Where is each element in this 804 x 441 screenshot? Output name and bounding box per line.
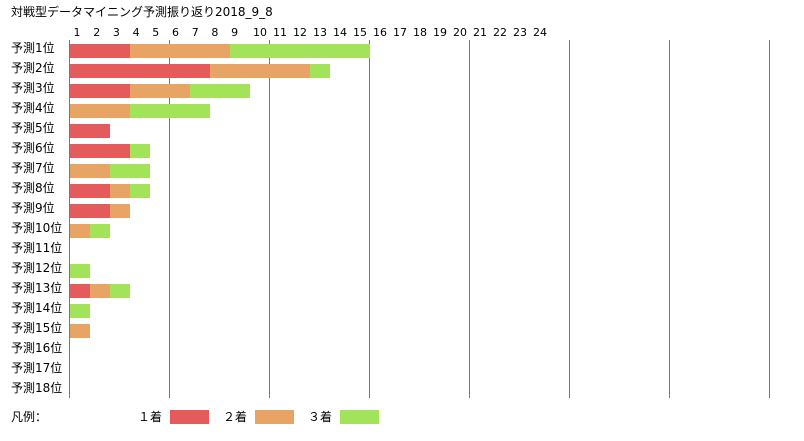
category-label: 予測11位 xyxy=(11,240,62,255)
bar-segment xyxy=(230,44,370,58)
legend-entry-label: ２着 xyxy=(223,409,247,424)
x-tick-label: 5 xyxy=(152,26,159,39)
category-label: 予測5位 xyxy=(11,120,55,135)
x-tick-label: 22 xyxy=(493,26,507,39)
x-tick-labels: 1 2 3 4 5 6 7 8 9 10 11 12 13 14 15 16 17 18 19 20 21 22 23 24 xyxy=(74,26,548,39)
chart-title: 対戦型データマイニング予測振り返り2018_9_8 xyxy=(11,4,273,19)
bar-segment xyxy=(70,204,110,218)
x-tick-label: 7 xyxy=(192,26,199,39)
x-tick-label: 8 xyxy=(211,26,218,39)
category-label: 予測16位 xyxy=(11,340,62,355)
legend-entry-label: ３着 xyxy=(308,409,332,424)
category-label: 予測9位 xyxy=(11,200,55,215)
bar-segment xyxy=(130,44,230,58)
legend: 凡例： １着 ２着 ３着 xyxy=(11,409,379,424)
bar-segment xyxy=(70,64,210,78)
x-tick-label: 18 xyxy=(413,26,427,39)
x-tick-label: 1 xyxy=(74,26,81,39)
bar-segment xyxy=(70,264,90,278)
bar-segment xyxy=(210,64,310,78)
category-label: 予測7位 xyxy=(11,160,55,175)
bar-segment xyxy=(130,104,210,118)
bar-segment xyxy=(70,224,90,238)
category-label: 予測3位 xyxy=(11,80,55,95)
x-tick-label: 3 xyxy=(113,26,120,39)
bar-segment xyxy=(70,304,90,318)
x-tick-label: 4 xyxy=(133,26,140,39)
bar-segment xyxy=(70,124,110,138)
bar-segment xyxy=(70,104,130,118)
bar-segment xyxy=(70,144,130,158)
x-tick-label: 19 xyxy=(433,26,447,39)
category-label: 予測2位 xyxy=(11,60,55,75)
bars xyxy=(70,44,370,338)
x-tick-label: 9 xyxy=(231,26,238,39)
grid-lines xyxy=(69,40,770,398)
bar-segment xyxy=(130,84,190,98)
x-tick-label: 20 xyxy=(453,26,467,39)
bar-segment xyxy=(310,64,330,78)
category-label: 予測18位 xyxy=(11,380,62,395)
x-tick-label: 21 xyxy=(473,26,487,39)
x-tick-label: 17 xyxy=(393,26,407,39)
category-labels: 予測1位予測2位予測3位予測4位予測5位予測6位予測7位予測8位予測9位予測10… xyxy=(11,40,62,395)
category-label: 予測14位 xyxy=(11,300,62,315)
x-tick-label: 16 xyxy=(373,26,387,39)
bar-segment xyxy=(110,164,150,178)
category-label: 予測1位 xyxy=(11,40,55,55)
legend-label: 凡例： xyxy=(11,410,47,424)
category-label: 予測12位 xyxy=(11,260,62,275)
bar-segment xyxy=(190,84,250,98)
x-tick-label: 24 xyxy=(533,26,547,39)
bar-segment xyxy=(70,284,90,298)
bar-segment xyxy=(110,184,130,198)
x-tick-label: 13 xyxy=(313,26,327,39)
x-tick-label: 23 xyxy=(513,26,527,39)
bar-segment xyxy=(70,84,130,98)
x-tick-label: 11 xyxy=(273,26,287,39)
bar-segment xyxy=(110,284,130,298)
bar-segment xyxy=(70,324,90,338)
bar-segment xyxy=(70,184,110,198)
x-tick-label: 12 xyxy=(293,26,307,39)
category-label: 予測13位 xyxy=(11,280,62,295)
bar-segment xyxy=(90,224,110,238)
category-label: 予測4位 xyxy=(11,100,55,115)
legend-entry-label: １着 xyxy=(138,409,162,424)
category-label: 予測17位 xyxy=(11,360,62,375)
bar-segment xyxy=(130,144,150,158)
x-tick-label: 6 xyxy=(172,26,179,39)
bar-segment xyxy=(70,164,110,178)
legend-swatch xyxy=(340,410,379,424)
x-tick-label: 15 xyxy=(353,26,367,39)
x-tick-label: 2 xyxy=(93,26,100,39)
category-label: 予測6位 xyxy=(11,140,55,155)
bar-segment xyxy=(90,284,110,298)
bar-segment xyxy=(130,184,150,198)
category-label: 予測8位 xyxy=(11,180,55,195)
legend-swatch xyxy=(170,410,209,424)
category-label: 予測15位 xyxy=(11,320,62,335)
x-tick-label: 10 xyxy=(253,26,267,39)
bar-segment xyxy=(110,204,130,218)
bar-segment xyxy=(70,44,130,58)
category-label: 予測10位 xyxy=(11,220,62,235)
legend-swatch xyxy=(255,410,294,424)
x-tick-label: 14 xyxy=(333,26,347,39)
